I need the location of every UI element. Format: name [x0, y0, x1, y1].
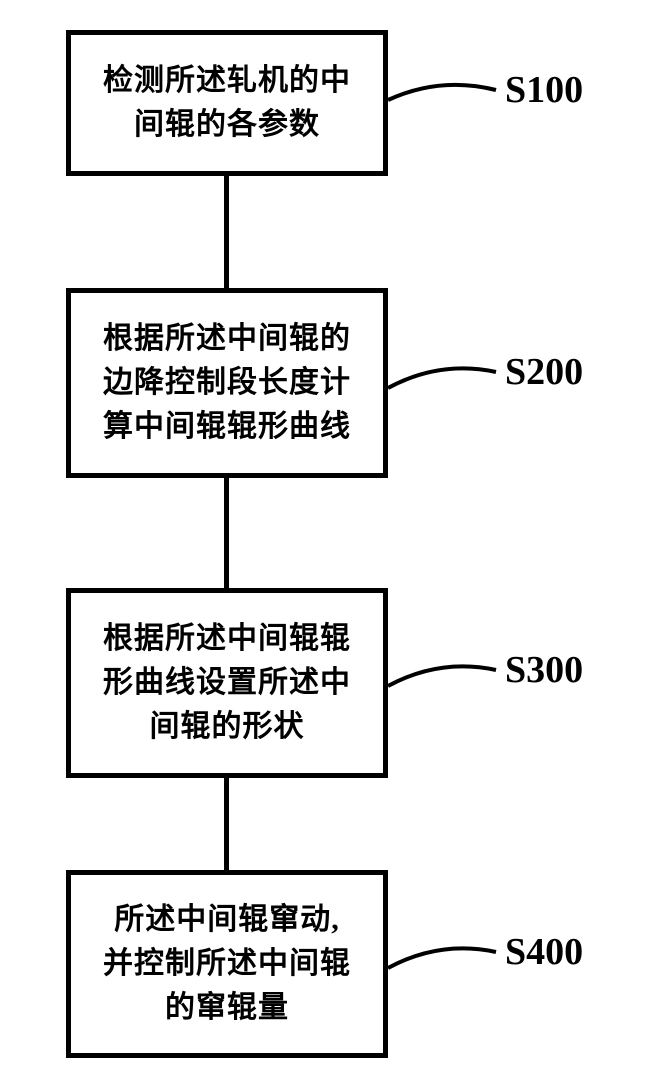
flowchart-canvas: 检测所述轧机的中 间辊的各参数 根据所述中间辊的 边降控制段长度计 算中间辊辊形… [0, 0, 670, 1065]
leader-line-s400 [0, 0, 670, 1065]
